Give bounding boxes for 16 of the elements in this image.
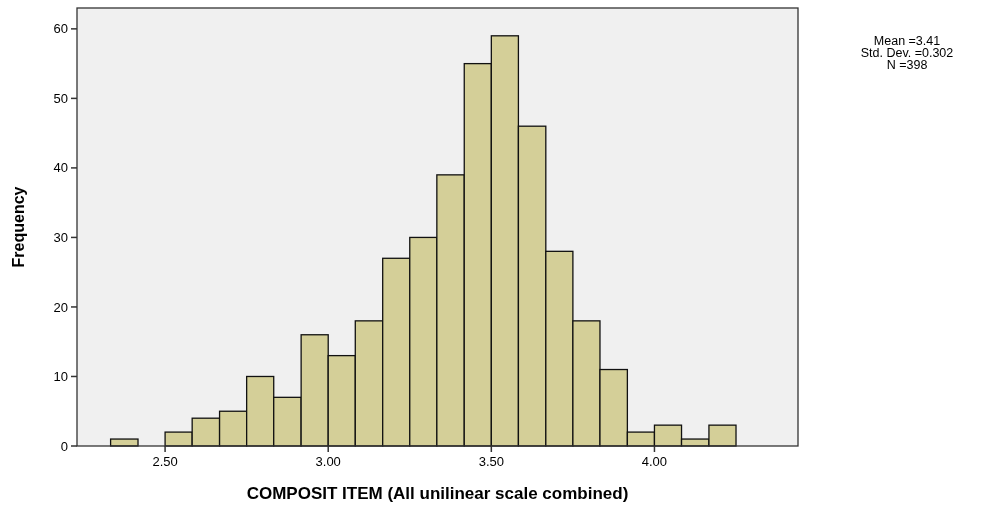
text: N =398 <box>886 58 928 72</box>
y-axis-title: Frequency <box>10 186 27 268</box>
x-tick-label: 4.00 <box>641 454 668 469</box>
x-axis-title: COMPOSIT ITEM (All unilinear scale combined) <box>246 484 629 503</box>
y-tick-label: 40 <box>53 160 68 176</box>
text: Std. Dev. =0.302 <box>860 46 954 60</box>
y-tick-label: 60 <box>53 21 68 37</box>
x-tick-label: 2.50 <box>152 454 178 469</box>
text: Mean =3.41 <box>873 34 941 48</box>
y-tick-label: 10 <box>53 369 68 385</box>
y-tick-label: 0 <box>60 438 68 454</box>
x-tick-label: 3.00 <box>315 454 341 469</box>
x-tick-label: 3.50 <box>478 454 504 469</box>
y-tick-label: 20 <box>53 299 68 315</box>
y-tick-label: 50 <box>53 90 68 106</box>
y-tick-label: 30 <box>53 229 68 245</box>
